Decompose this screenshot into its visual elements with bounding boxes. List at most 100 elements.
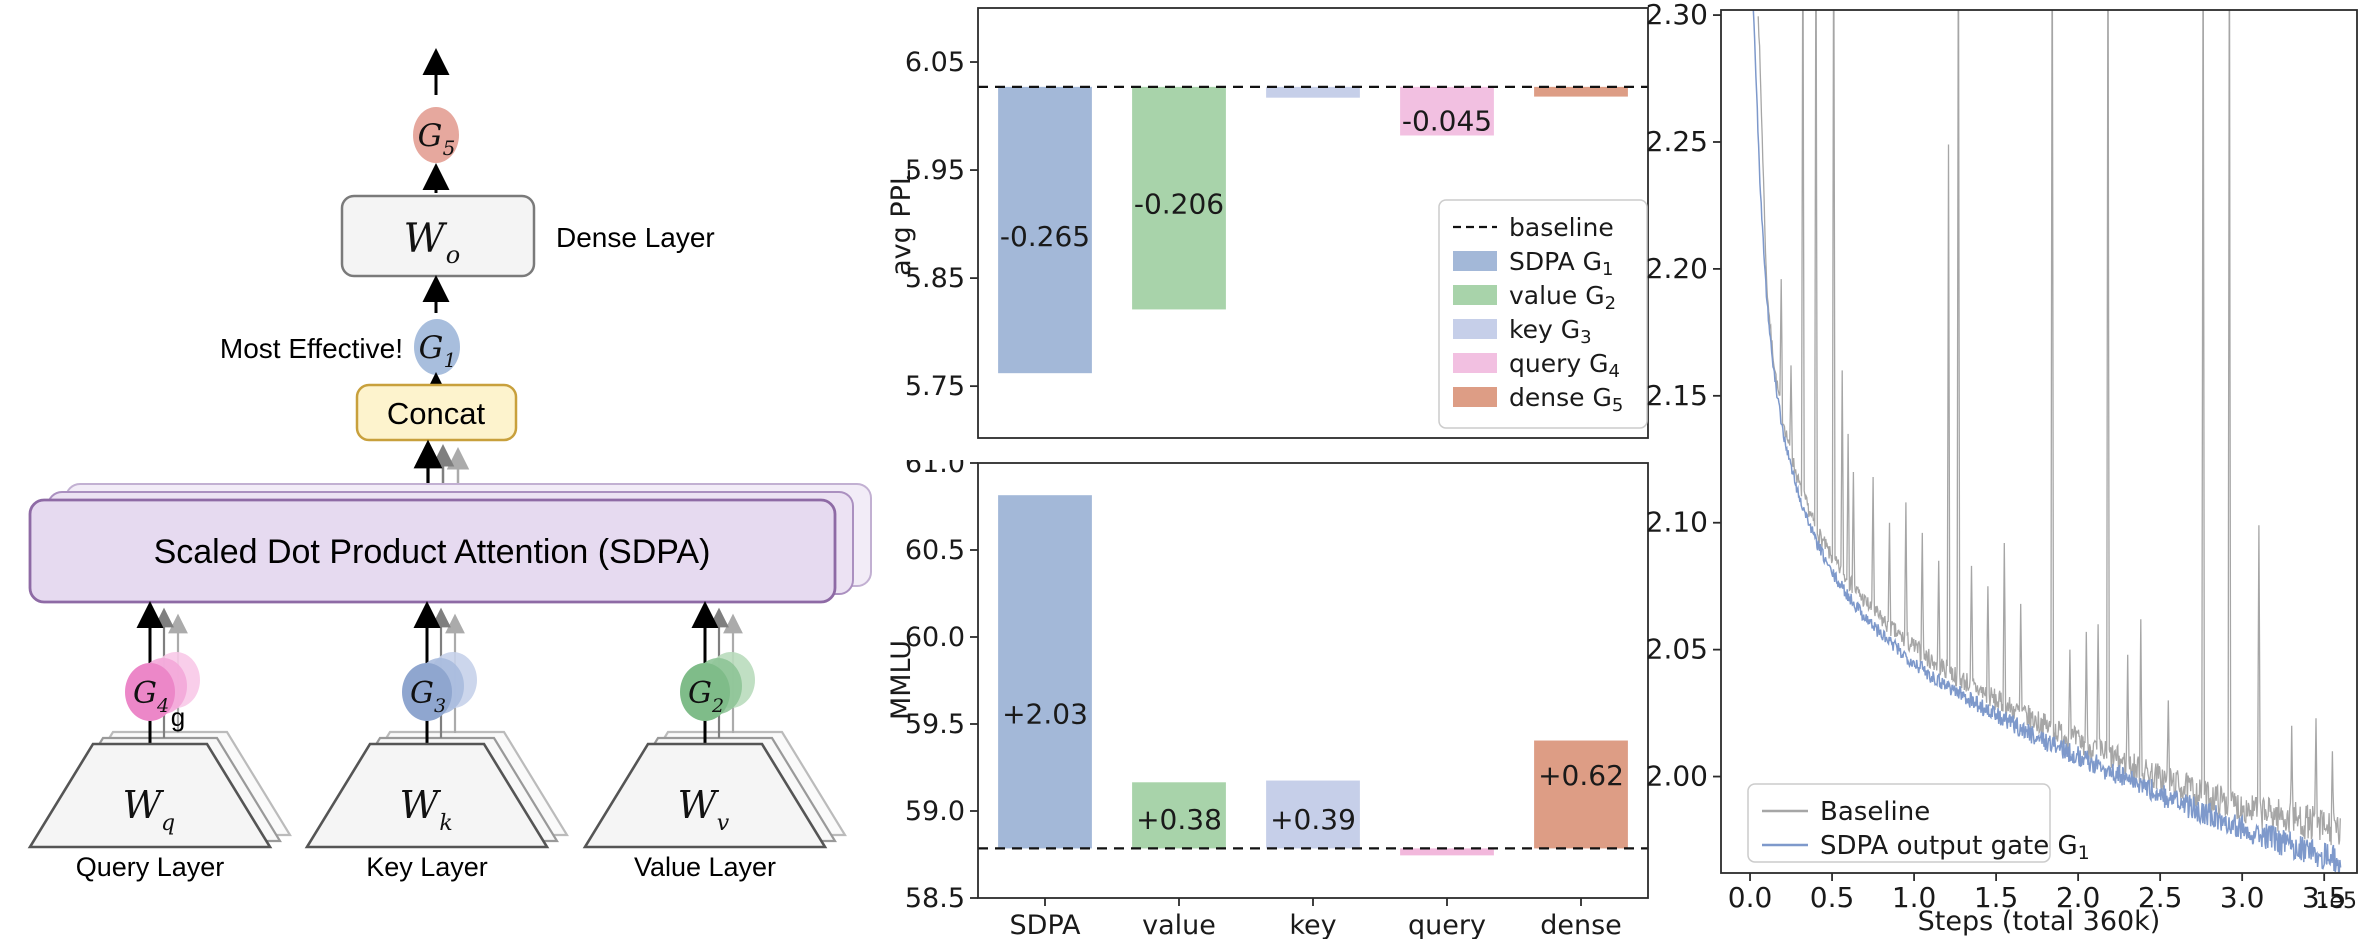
- legend-label: SDPA output gate G1: [1820, 831, 2090, 864]
- x-tick-label: 0.5: [1810, 881, 1855, 914]
- legend-label: query G4: [1509, 349, 1620, 382]
- query-layer-label: Query Layer: [76, 852, 225, 882]
- axes-frame: [1720, 9, 2358, 874]
- query-column: G 4 g W q Query Layer: [27, 601, 292, 882]
- x-tick-label: SDPA: [1010, 910, 1081, 939]
- wq-trap: [27, 742, 273, 849]
- sdpa-label: Scaled Dot Product Attention (SDPA): [154, 533, 711, 571]
- x-tick-label: 3.5: [2302, 881, 2347, 914]
- x-tick-label: 1.0: [1892, 881, 1937, 914]
- g2-label: G: [688, 676, 712, 711]
- bar-SDPA: [998, 86, 1092, 374]
- y-tick-label: 5.85: [905, 263, 965, 294]
- g1-label: G: [419, 330, 444, 366]
- legend-label: key G3: [1509, 315, 1592, 348]
- g5-gate: [413, 107, 459, 163]
- bar-key: [1266, 86, 1360, 98]
- legend-label: baseline: [1509, 213, 1614, 242]
- g5-label-sub: 5: [443, 136, 456, 160]
- key-layer-label: Key Layer: [366, 852, 488, 882]
- y-tick-label: 60.5: [905, 535, 965, 566]
- g1-gate: [414, 319, 460, 375]
- most-effective-label: Most Effective!: [220, 333, 403, 364]
- g3-gate: [402, 663, 452, 721]
- x-tick-label: value: [1142, 910, 1216, 939]
- g4-label-sub: 4: [156, 695, 169, 717]
- wv-label: W: [677, 783, 719, 827]
- wq-label-sub: q: [161, 811, 175, 836]
- bar-query: [1400, 86, 1494, 136]
- g5-label: G: [418, 118, 443, 154]
- legend: Baseline SDPA output gate G1: [1747, 783, 2090, 864]
- key-column: G 3 W k Key Layer: [304, 601, 569, 882]
- legend-label-sub: 1: [1602, 259, 1613, 280]
- attention-diagram: G 5 W o Dense Layer Most Effective! G 1 …: [27, 48, 872, 882]
- stray-g-label: g: [171, 702, 185, 732]
- x-tick-label: 2.5: [2138, 881, 2183, 914]
- dense-layer-label: Dense Layer: [556, 222, 715, 253]
- y-axis-label: MMLU: [890, 640, 917, 720]
- legend-patch-swatch: [1453, 319, 1497, 339]
- y-tick-label: 58.5: [905, 883, 965, 914]
- x-tick-label: 2.0: [2056, 881, 2101, 914]
- y-tick-label: 5.95: [905, 155, 965, 186]
- legend-label-sub: 5: [1612, 395, 1623, 416]
- bar-value-label: +2.03: [1002, 698, 1088, 731]
- y-tick-label: 2.10: [1646, 506, 1708, 539]
- bar-value-label: +0.38: [1136, 803, 1222, 836]
- bar-value-label: -0.206: [1134, 188, 1224, 221]
- legend-patch-swatch: [1453, 251, 1497, 271]
- y-tick-label: 2.15: [1646, 379, 1708, 412]
- x-axis-label: Steps (total 360k): [1918, 906, 2161, 937]
- mmlu-bar-chart: +2.03 +0.38 +0.39 +0.62 61.0 60.5 60.0 59.5 59.0…: [890, 460, 1649, 939]
- wv-trap: [582, 742, 828, 849]
- bar-value-label: -0.045: [1402, 104, 1492, 137]
- bar-dense: [1534, 86, 1628, 97]
- y-axis-label: avg PPL: [890, 170, 917, 276]
- x-tick-label: dense: [1540, 910, 1622, 939]
- legend-label: SDPA G1: [1509, 247, 1613, 280]
- g4-gate: [125, 663, 175, 721]
- x-tick-label: 1.5: [1974, 881, 2019, 914]
- g3-label: G: [410, 676, 434, 711]
- x-tick-label: query: [1408, 910, 1486, 939]
- avg-ppl-bar-chart: -0.265 -0.206 -0.045 6.05 5.95 5.85 5.75 avg PP…: [890, 7, 1649, 439]
- y-tick-label: 2.30: [1646, 0, 1708, 31]
- legend-label-sub: 3: [1580, 327, 1591, 348]
- bar-query: [1400, 848, 1494, 856]
- legend-label: value G2: [1509, 281, 1616, 314]
- g1-label-sub: 1: [444, 348, 457, 372]
- y-tick-label: 2.20: [1646, 252, 1708, 285]
- x-tick-label: 0.0: [1728, 881, 1773, 914]
- wo-label: W: [403, 216, 447, 262]
- g3-label-sub: 3: [434, 695, 446, 717]
- wq-label: W: [122, 783, 164, 827]
- training-loss-line-chart: 2.30 2.25 2.20 2.15 2.10 2.05 2.00 0.0 0.5 1.0 1.5…: [1646, 0, 2358, 937]
- series-SDPA output gate G1: [1752, 10, 2342, 873]
- y-tick-label: 59.5: [905, 709, 965, 740]
- axes-frame: [977, 7, 1649, 439]
- g4-label: G: [133, 676, 157, 711]
- value-column: G 2 W v Value Layer: [582, 601, 847, 882]
- legend-label: dense G5: [1509, 383, 1623, 416]
- y-tick-label: 5.75: [905, 371, 965, 402]
- wk-label: W: [399, 783, 441, 827]
- concat-label: Concat: [387, 396, 486, 431]
- y-tick-label: 2.00: [1646, 760, 1708, 793]
- wv-label-sub: v: [717, 811, 730, 836]
- y-tick-label: 61.0: [905, 460, 965, 479]
- legend-patch-swatch: [1453, 353, 1497, 373]
- legend-box: [1747, 783, 2051, 863]
- wk-label-sub: k: [439, 811, 452, 836]
- legend-label-sub: 4: [1609, 361, 1620, 382]
- g2-gate: [680, 663, 730, 721]
- y-tick-label: 2.05: [1646, 633, 1708, 666]
- series-Baseline: [1757, 10, 2341, 846]
- y-tick-label: 60.0: [905, 622, 965, 653]
- x-tick-label: key: [1289, 910, 1336, 939]
- y-tick-label: 59.0: [905, 796, 965, 827]
- x-tick-label: 3.0: [2220, 881, 2265, 914]
- bar-value: [1132, 86, 1226, 310]
